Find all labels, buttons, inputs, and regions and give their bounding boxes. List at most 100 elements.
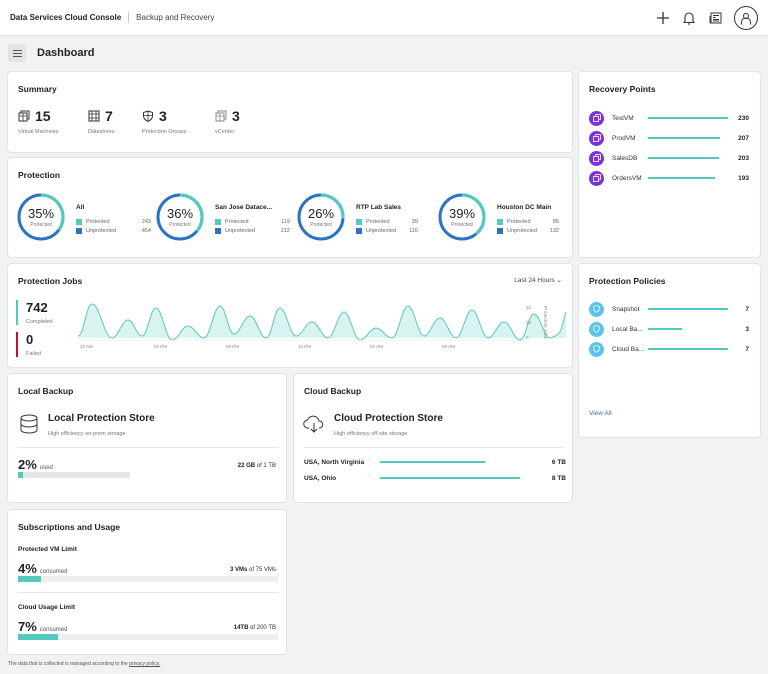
shield-icon [589,341,604,357]
legend-san-jose: San Jose Datace... Protected 119 Unprotec… [215,204,290,237]
donut-rtp-lab[interactable]: 26% Protected [296,192,346,242]
used-percent: 2% [18,457,37,472]
unprotected-swatch [215,228,221,234]
stat-value: 3 [232,108,240,124]
summary-title: Summary [18,84,57,94]
unprotected-label: Unprotected [86,228,116,234]
unprotected-label: Unprotected [507,228,537,234]
protected-value: 243 [141,219,151,225]
recovery-point-item[interactable]: SalesDB 203 [589,150,749,166]
view-all-link[interactable]: View All [589,410,612,417]
recovery-point-item[interactable]: TestVM 230 [589,110,749,126]
user-avatar-icon[interactable] [734,6,758,30]
plus-icon[interactable] [652,7,674,29]
donut-all[interactable]: 35% Protected [16,192,66,242]
donut-label: Protected [169,222,191,228]
newspaper-icon[interactable] [704,7,726,29]
protected-value: 39 [411,219,418,225]
donut-san-jose[interactable]: 36% Protected [155,192,205,242]
region-row[interactable]: USA, North Virginia 6 TB [304,456,566,468]
unprotected-value: 454 [141,228,151,234]
protection-card: Protection 35% Protected All Protected 24… [7,157,573,258]
completed-value: 742 [26,300,48,315]
policy-item[interactable]: Cloud Ba... 7 [589,341,749,357]
shield-icon [589,321,604,337]
protected-value: 85 [552,219,559,225]
stat-datastores[interactable]: 7 Datastores [88,108,115,135]
x-tick: 10 PM [298,344,312,349]
recovery-points-card: Recovery Points TestVM 230 ProdVM 207 Sa… [578,71,761,258]
datastore-icon [88,110,100,122]
recovery-point-value: 203 [738,154,749,162]
stat-virtual-machines[interactable]: 15 Virtual Machines [18,108,59,135]
jobs-area [78,304,566,340]
policy-item[interactable]: Snapshot 7 [589,301,749,317]
region-row[interactable]: USA, Ohio 8 TB [304,472,566,484]
consumed-label: consumed [39,627,68,633]
protection-jobs-chart[interactable] [78,298,568,354]
brand-name[interactable]: Data Services Cloud Console [10,13,122,22]
protected-swatch [215,219,221,225]
bell-icon[interactable] [678,7,700,29]
vm-limit-capacity: 3 VMs of 75 VMs [230,567,276,573]
divider [128,12,130,23]
vm-icon [589,130,604,146]
x-tick: 02 PM [154,344,168,349]
unprotected-label: Unprotected [366,228,396,234]
recovery-point-bar [648,137,720,139]
store-title[interactable]: Cloud Protection Store [334,413,443,424]
recovery-point-item[interactable]: OrdersVM 193 [589,170,749,186]
policy-label: Local Ba... [612,325,643,333]
unprotected-swatch [356,228,362,234]
policy-item[interactable]: Local Ba... 3 [589,321,749,337]
unprotected-swatch [497,228,503,234]
cloud-backup-card: Cloud Backup Cloud Protection Store High… [293,373,573,503]
protected-swatch [497,219,503,225]
vm-limit-track [18,576,278,582]
protection-policies-title: Protection Policies [589,276,666,286]
cloud-download-icon [303,415,324,433]
vm-limit-fill [18,576,41,582]
privacy-policy-link[interactable]: privacy policy. [129,661,161,667]
protected-label: Protected [366,219,390,225]
donut-percent: 35% [27,206,55,221]
vm-icon [18,110,30,122]
region-value: 8 TB [551,474,566,482]
donut-label: Protected [30,222,52,228]
top-bar: Data Services Cloud Console Backup and R… [0,0,768,36]
y-axis-label: Protection Jobs [542,306,547,340]
store-subtitle: High efficiency on-prem storage [48,431,126,437]
stat-vcenter[interactable]: 3 vCenter [215,108,240,135]
cloud-limit-usage: 7% consumed [18,618,67,636]
policy-value: 3 [745,325,749,333]
storage-fill [18,472,23,478]
region-label: USA, North Virginia [304,458,365,466]
policy-bar [648,348,728,350]
store-title[interactable]: Local Protection Store [48,413,155,424]
divider [18,447,278,448]
stat-protection-groups[interactable]: 3 Protection Groups [142,108,186,135]
used-label: used [39,465,53,471]
recovery-point-label: TestVM [612,114,634,122]
protection-title: Protection [18,170,61,180]
donut-houston[interactable]: 39% Protected [437,192,487,242]
time-range-select[interactable]: Last 24 Hours ⌄ [514,276,562,284]
recovery-point-bar [648,177,715,179]
chevron-down-icon: ⌄ [556,277,562,284]
location-name: All [76,204,85,211]
recovery-point-item[interactable]: ProdVM 207 [589,130,749,146]
y-axis: 32 16 0 [526,300,531,345]
location-name: San Jose Datace... [215,204,273,211]
recovery-point-bar [648,117,728,119]
consumed-percent: 4% [18,561,37,576]
legend-all: All Protected 243 Unprotected 454 [76,204,151,237]
donut-percent: 26% [307,206,335,221]
y-tick: 32 [526,305,532,310]
unprotected-value: 212 [280,228,290,234]
donut-percent: 36% [166,206,194,221]
page-title: Dashboard [37,47,95,59]
app-name[interactable]: Backup and Recovery [136,13,215,22]
recovery-point-label: SalesDB [612,154,638,162]
stat-label: vCenter [215,129,235,135]
hamburger-menu-icon[interactable] [8,44,26,62]
